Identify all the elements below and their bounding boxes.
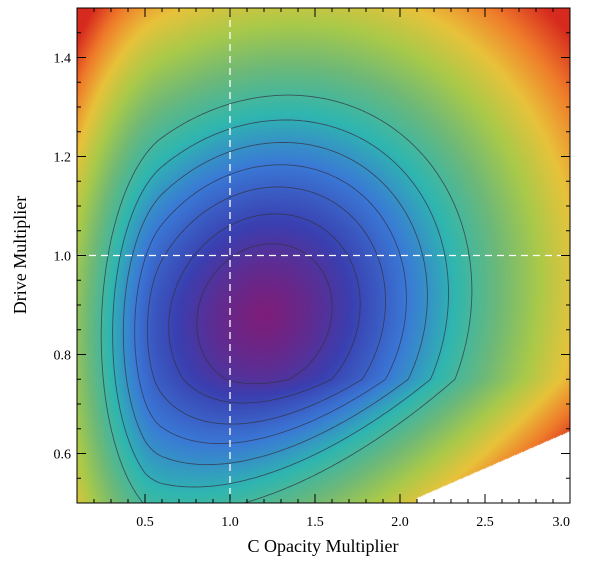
plot-area [77,8,570,503]
contour-line-5 [122,141,428,466]
contour-lines [100,94,473,503]
contour-line-3 [146,186,386,425]
y-tick-label: 1.0 [54,250,72,265]
x-tick-label: 2.5 [476,515,494,530]
y-axis-label: Drive Multiplier [10,196,30,314]
contour-line-1 [196,243,333,385]
contour-line-4 [134,164,407,445]
x-axis-label: C Opacity Multiplier [248,536,399,556]
x-tick-label: 3.0 [553,515,571,530]
y-tick-labels: 0.6 0.8 1.0 1.2 1.4 [54,52,72,463]
x-tick-label: 1.5 [306,515,324,530]
y-tick-label: 0.8 [54,349,72,364]
x-tick-label: 0.5 [136,515,154,530]
contour-line-6 [112,119,449,488]
x-tick-label: 2.0 [391,515,409,530]
y-tick-label: 1.4 [54,52,72,67]
contour-line-7 [100,94,473,503]
contour-line-2 [168,213,361,404]
axis-ticks [76,7,571,504]
x-tick-labels: 0.5 1.0 1.5 2.0 2.5 3.0 [136,515,570,530]
y-tick-label: 1.2 [54,151,72,166]
y-tick-label: 0.6 [54,448,72,463]
x-tick-label: 1.0 [221,515,239,530]
